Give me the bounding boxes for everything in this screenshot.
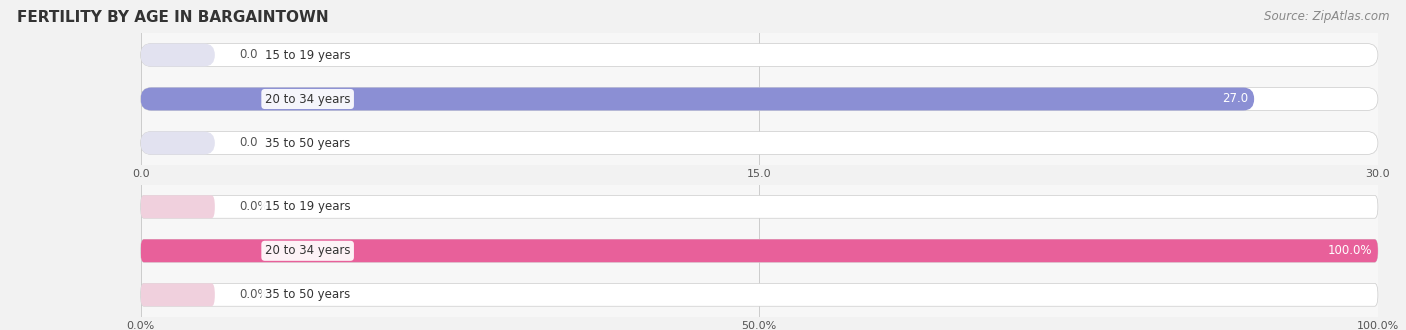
FancyBboxPatch shape — [141, 44, 215, 66]
FancyBboxPatch shape — [141, 195, 1378, 218]
FancyBboxPatch shape — [141, 132, 1378, 154]
Text: 15 to 19 years: 15 to 19 years — [264, 200, 350, 213]
FancyBboxPatch shape — [141, 195, 215, 218]
Text: 0.0: 0.0 — [239, 137, 259, 149]
Text: FERTILITY BY AGE IN BARGAINTOWN: FERTILITY BY AGE IN BARGAINTOWN — [17, 10, 329, 25]
Text: Source: ZipAtlas.com: Source: ZipAtlas.com — [1264, 10, 1389, 23]
FancyBboxPatch shape — [141, 44, 1378, 66]
Text: 100.0%: 100.0% — [1327, 244, 1372, 257]
Text: 35 to 50 years: 35 to 50 years — [264, 288, 350, 301]
FancyBboxPatch shape — [141, 239, 1378, 262]
FancyBboxPatch shape — [141, 283, 1378, 306]
Text: 20 to 34 years: 20 to 34 years — [264, 92, 350, 106]
FancyBboxPatch shape — [141, 283, 215, 306]
Text: 35 to 50 years: 35 to 50 years — [264, 137, 350, 149]
Text: 27.0: 27.0 — [1222, 92, 1249, 106]
Text: 0.0: 0.0 — [239, 49, 259, 61]
FancyBboxPatch shape — [141, 87, 1254, 111]
FancyBboxPatch shape — [141, 87, 1378, 111]
FancyBboxPatch shape — [141, 239, 1378, 262]
Text: 20 to 34 years: 20 to 34 years — [264, 244, 350, 257]
Text: 0.0%: 0.0% — [239, 288, 269, 301]
Text: 0.0%: 0.0% — [239, 200, 269, 213]
Text: 15 to 19 years: 15 to 19 years — [264, 49, 350, 61]
FancyBboxPatch shape — [141, 132, 215, 154]
